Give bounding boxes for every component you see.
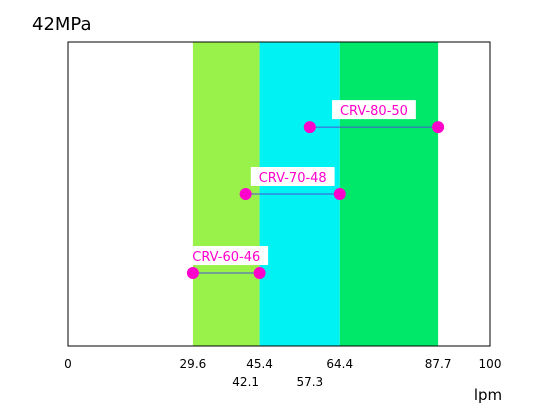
- plot-frame: [67, 41, 491, 347]
- x-tick-label: 64.4: [326, 357, 353, 371]
- range-end-marker: [432, 121, 445, 134]
- x-tick-label: 87.7: [425, 357, 452, 371]
- x-tick-label: 45.4: [246, 357, 273, 371]
- range-label: CRV-60-46: [192, 250, 260, 265]
- range-label: CRV-80-50: [340, 104, 408, 119]
- x-tick-label: 29.6: [180, 357, 207, 371]
- range-start-marker: [239, 188, 252, 200]
- x-tick-label: 0: [64, 357, 72, 371]
- x-tick-label-lower: 42.1: [232, 375, 259, 389]
- range-end-marker: [253, 267, 266, 280]
- range-crv-70-48: CRV-70-48: [239, 167, 346, 200]
- x-tick-label-lower: 57.3: [296, 375, 323, 389]
- range-end-marker: [333, 188, 346, 200]
- range-label-bg: [250, 167, 335, 186]
- range-label: CRV-70-48: [259, 171, 327, 186]
- x-axis-label: lpm: [474, 386, 502, 404]
- x-ticks-layer: 0 29.6 45.4 64.4 87.7 100 42.1 57.3: [64, 357, 501, 389]
- range-crv-60-46: CRV-60-46: [184, 246, 269, 280]
- range-start-marker: [303, 121, 316, 134]
- band-3: [339, 42, 439, 346]
- range-crv-80-50: CRV-80-50: [303, 100, 445, 134]
- x-tick-label: 100: [479, 357, 502, 371]
- range-start-marker: [186, 267, 199, 280]
- chart-title: 42MPa: [32, 14, 92, 35]
- range-label-bg: [184, 246, 269, 266]
- ranges-layer: CRV-60-46 CRV-70-48 CRV-80-50: [184, 100, 445, 280]
- range-label-bg: [332, 100, 416, 120]
